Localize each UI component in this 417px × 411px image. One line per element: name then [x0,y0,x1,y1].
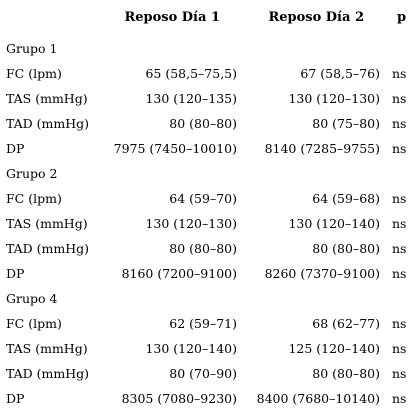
value-dia-1: 64 (59–70) [169,191,237,206]
row-label: DP [6,391,25,406]
value-p: ns [392,116,407,131]
value-p: ns [392,216,407,231]
group-title: Grupo 4 [6,291,58,306]
row-label: FC (lpm) [6,66,62,81]
row-label: FC (lpm) [6,191,62,206]
header-row: Reposo Día 1 Reposo Día 2 p [0,0,417,36]
table-header: Reposo Día 1 Reposo Día 2 p [0,0,417,36]
value-p: ns [392,316,407,331]
value-dia-2: 64 (59–68) [312,191,380,206]
value-dia-1: 80 (70–90) [169,366,237,381]
table-row: DP 7975 (7450–10010) 8140 (7285–9755) ns [0,136,417,161]
value-p: ns [392,341,407,356]
row-label: TAD (mmHg) [6,366,90,381]
value-dia-2: 130 (120–130) [288,91,380,106]
group-row-2: Grupo 2 [0,161,417,186]
row-label: DP [6,141,25,156]
table-row: TAS (mmHg) 130 (120–130) 130 (120–140) n… [0,211,417,236]
row-label: TAS (mmHg) [6,216,88,231]
value-dia-1: 7975 (7450–10010) [113,141,237,156]
value-dia-2: 8260 (7370–9100) [264,266,380,281]
row-label: TAD (mmHg) [6,241,90,256]
value-dia-1: 80 (80–80) [169,241,237,256]
row-label: TAD (mmHg) [6,116,90,131]
table-body: Grupo 1 FC (lpm) 65 (58,5–75,5) 67 (58,5… [0,36,417,411]
header-reposo-dia-1: Reposo Día 1 [124,10,220,25]
table-row: TAD (mmHg) 80 (80–80) 80 (80–80) ns [0,236,417,261]
table-row: TAS (mmHg) 130 (120–135) 130 (120–130) n… [0,86,417,111]
table-row: TAD (mmHg) 80 (70–90) 80 (80–80) ns [0,361,417,386]
table-row: TAD (mmHg) 80 (80–80) 80 (75–80) ns [0,111,417,136]
value-dia-2: 125 (120–140) [288,341,380,356]
value-dia-1: 65 (58,5–75,5) [145,66,237,81]
value-p: ns [392,391,407,406]
value-p: ns [392,266,407,281]
value-p: ns [392,191,407,206]
table-row: FC (lpm) 62 (59–71) 68 (62–77) ns [0,311,417,336]
value-dia-1: 130 (120–130) [145,216,237,231]
group-title: Grupo 2 [6,166,58,181]
value-dia-1: 80 (80–80) [169,116,237,131]
table-row: DP 8305 (7080–9230) 8400 (7680–10140) ns [0,386,417,411]
value-p: ns [392,366,407,381]
header-reposo-dia-2: Reposo Día 2 [268,10,364,25]
value-dia-2: 8400 (7680–10140) [256,391,380,406]
value-dia-2: 68 (62–77) [312,316,380,331]
row-label: TAS (mmHg) [6,341,88,356]
value-dia-2: 67 (58,5–76) [300,66,380,81]
group-row-1: Grupo 1 [0,36,417,61]
group-title: Grupo 1 [6,41,58,56]
value-dia-1: 62 (59–71) [169,316,237,331]
value-dia-2: 8140 (7285–9755) [264,141,380,156]
table-row: DP 8160 (7200–9100) 8260 (7370–9100) ns [0,261,417,286]
table-row: TAS (mmHg) 130 (120–140) 125 (120–140) n… [0,336,417,361]
header-p-value: p [396,10,407,25]
value-p: ns [392,91,407,106]
value-dia-1: 130 (120–140) [145,341,237,356]
value-dia-1: 8160 (7200–9100) [121,266,237,281]
table-row: FC (lpm) 65 (58,5–75,5) 67 (58,5–76) ns [0,61,417,86]
value-dia-2: 80 (80–80) [312,241,380,256]
group-row-4: Grupo 4 [0,286,417,311]
table-row: FC (lpm) 64 (59–70) 64 (59–68) ns [0,186,417,211]
value-dia-2: 80 (75–80) [312,116,380,131]
value-dia-2: 130 (120–140) [288,216,380,231]
row-label: TAS (mmHg) [6,91,88,106]
value-p: ns [392,241,407,256]
value-dia-1: 130 (120–135) [145,91,237,106]
value-dia-1: 8305 (7080–9230) [121,391,237,406]
value-dia-2: 80 (80–80) [312,366,380,381]
header-label-col [0,0,100,36]
value-p: ns [392,66,407,81]
value-p: ns [392,141,407,156]
row-label: DP [6,266,25,281]
row-label: FC (lpm) [6,316,62,331]
